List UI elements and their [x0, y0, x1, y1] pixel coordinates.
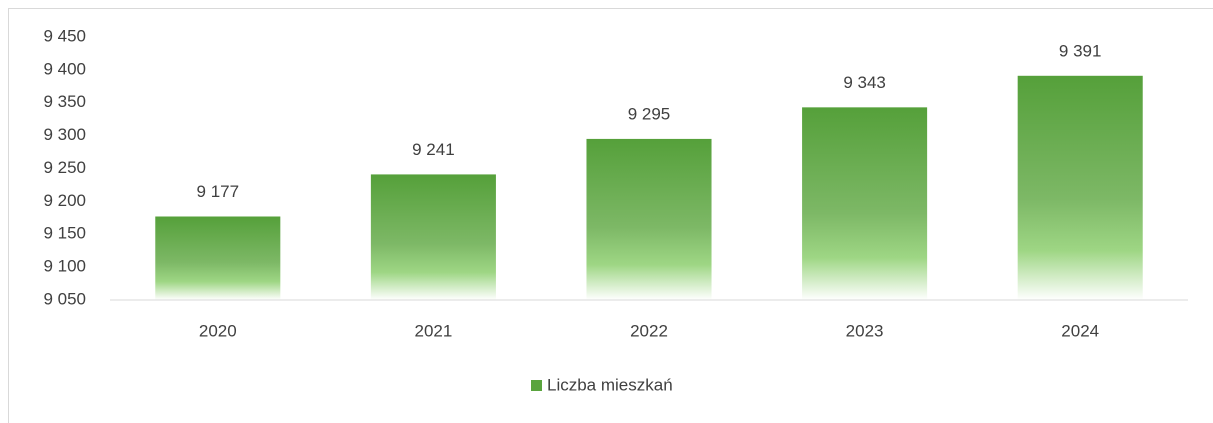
bar — [1017, 75, 1143, 300]
data-label: 9 343 — [843, 73, 886, 92]
y-tick-label: 9 150 — [43, 224, 86, 243]
y-tick-label: 9 450 — [43, 26, 86, 45]
y-tick-label: 9 350 — [43, 92, 86, 111]
chart-border — [8, 8, 1213, 423]
bar — [586, 138, 712, 300]
y-tick-label: 9 250 — [43, 158, 86, 177]
bar — [802, 107, 928, 300]
y-tick-label: 9 050 — [43, 289, 86, 308]
x-tick-label: 2024 — [1061, 321, 1099, 340]
x-tick-label: 2022 — [630, 321, 668, 340]
legend-swatch — [531, 380, 542, 391]
data-label: 9 241 — [412, 140, 455, 159]
data-label: 9 295 — [628, 104, 671, 123]
x-tick-label: 2020 — [199, 321, 237, 340]
y-tick-label: 9 100 — [43, 257, 86, 276]
bar — [370, 174, 496, 300]
y-tick-label: 9 200 — [43, 191, 86, 210]
x-tick-label: 2023 — [846, 321, 884, 340]
y-tick-label: 9 400 — [43, 59, 86, 78]
bar — [155, 216, 281, 300]
y-tick-label: 9 300 — [43, 125, 86, 144]
x-tick-label: 2021 — [414, 321, 452, 340]
legend-label: Liczba mieszkań — [547, 375, 673, 394]
data-label: 9 177 — [197, 182, 240, 201]
data-label: 9 391 — [1059, 41, 1102, 60]
